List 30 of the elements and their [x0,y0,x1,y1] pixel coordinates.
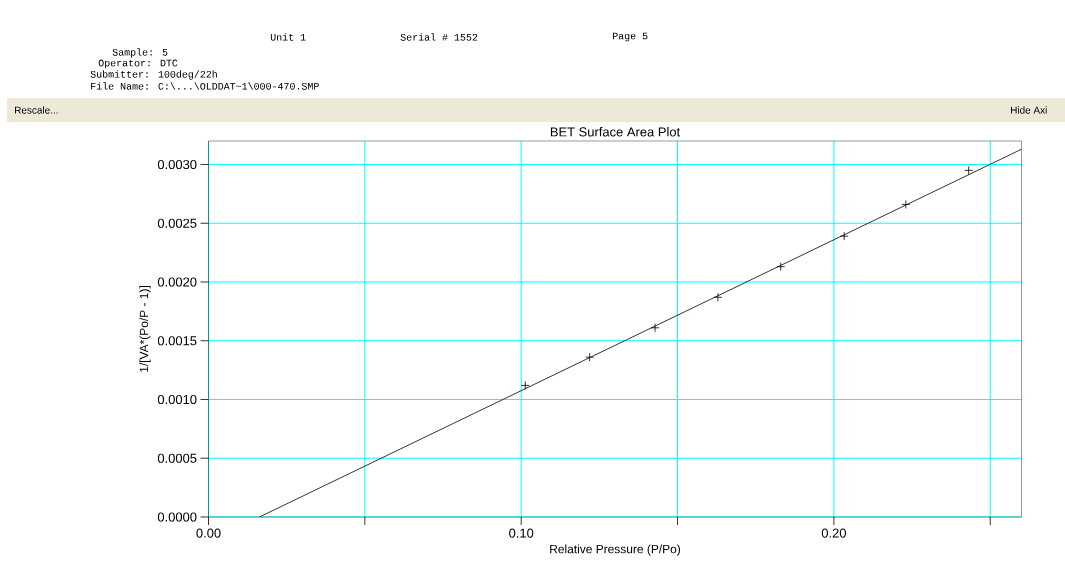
text: Unit 1 [270,33,306,41]
x-tick-label: 0.10 [509,528,534,538]
y-tick-label: 0.0025 [157,218,197,228]
point [585,352,595,362]
x-axis-title: Relative Pressure (P/Po) [550,544,681,556]
y-tick-label: 0.0020 [157,277,197,287]
text: Serial # 1552 [400,33,478,41]
text: Sample: 5 [112,48,168,58]
text: Operator: DTC [98,59,178,69]
text: File Name: C:\...\OLDDAT~1\000-470.SMP [91,82,319,90]
y-tick-label: 0.0010 [157,394,197,405]
text: Submitter: 100deg/22h [90,70,217,80]
y-tick-label: 0.0005 [157,453,197,463]
point [650,323,660,333]
x-tick-label: 0.00 [196,528,221,538]
point [520,380,530,390]
point [776,262,786,272]
text: Page 5 [612,32,648,42]
point [713,292,723,302]
y-tick-label: 0.0030 [157,159,197,170]
y-axis-title: 1/[VA*(Po/P - 1)] [139,286,151,372]
text: Hide Axi [1011,106,1047,114]
point [964,165,974,175]
chart-title: BET Surface Area Plot [550,126,681,137]
text: Rescale... [15,106,58,114]
x-tick-label: 0.20 [821,528,846,538]
point [839,231,849,241]
point [901,200,911,209]
y-tick-label: 0.0015 [157,336,197,346]
y-tick-label: 0.0000 [157,512,197,522]
